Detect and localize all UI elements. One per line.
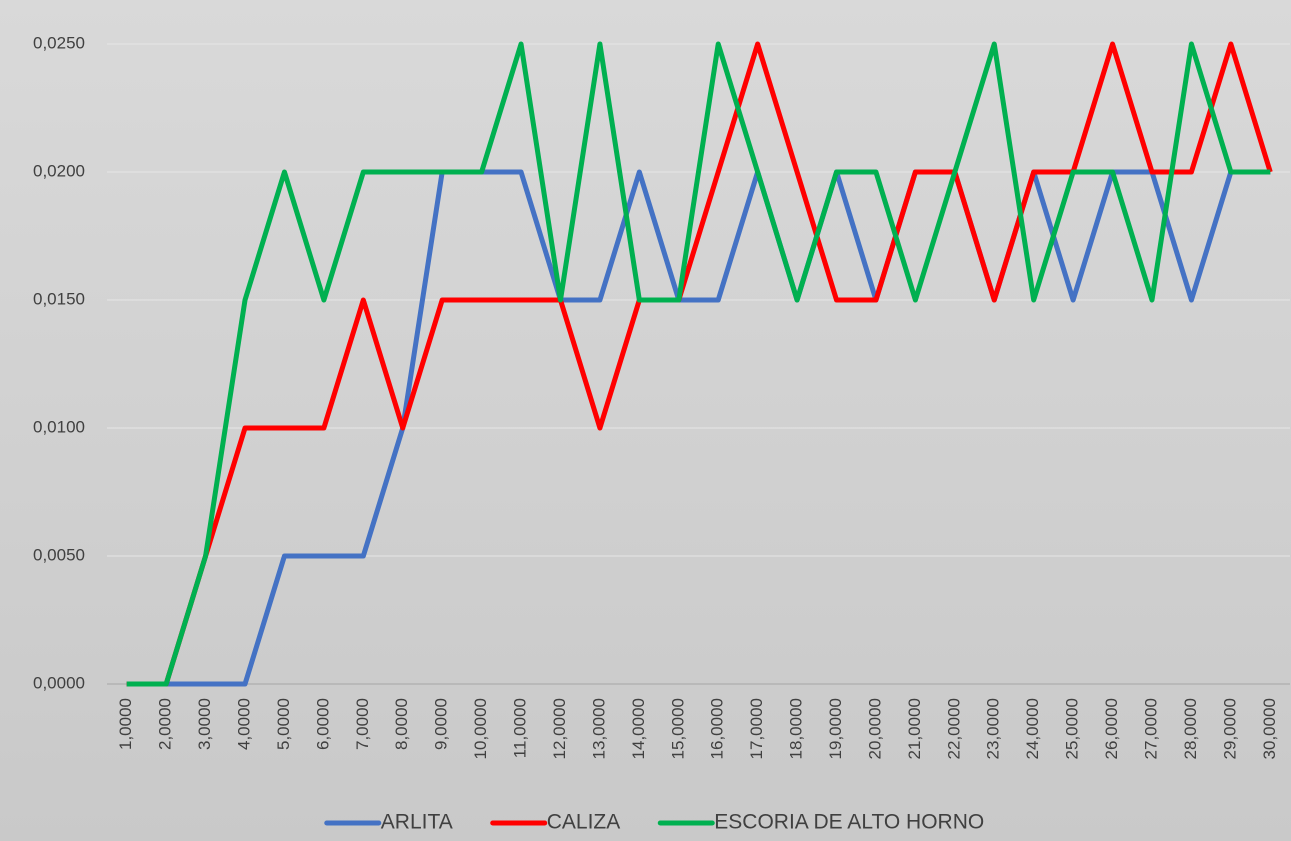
x-tick-label: 9,0000 xyxy=(432,698,451,750)
x-tick-label: 10,0000 xyxy=(471,698,490,759)
x-tick-label: 25,0000 xyxy=(1063,698,1082,759)
x-tick-label: 12,0000 xyxy=(550,698,569,759)
series-line xyxy=(126,41,1273,687)
y-tick-label: 0,0050 xyxy=(33,545,85,564)
x-tick-label: 16,0000 xyxy=(708,698,727,759)
y-tick-label: 0,0200 xyxy=(33,161,85,180)
y-tick-label: 0,0100 xyxy=(33,417,85,436)
x-tick-label: 7,0000 xyxy=(353,698,372,750)
x-tick-label: 18,0000 xyxy=(787,698,806,759)
x-tick-label: 30,0000 xyxy=(1260,698,1279,759)
legend-item: CALIZA xyxy=(490,811,621,834)
x-tick-label: 2,0000 xyxy=(156,698,175,750)
y-tick-label: 0,0250 xyxy=(33,33,85,52)
legend-label: CALIZA xyxy=(547,811,621,834)
x-tick-label: 28,0000 xyxy=(1181,698,1200,759)
legend-label: ESCORIA DE ALTO HORNO xyxy=(714,811,984,834)
series-line xyxy=(126,169,1271,687)
x-tick-label: 8,0000 xyxy=(392,698,411,750)
x-tick-label: 26,0000 xyxy=(1102,698,1121,759)
x-tick-label: 20,0000 xyxy=(865,698,884,759)
x-tick-label: 27,0000 xyxy=(1141,698,1160,759)
x-tick-label: 14,0000 xyxy=(629,698,648,759)
x-tick-label: 23,0000 xyxy=(984,698,1003,759)
x-tick-label: 6,0000 xyxy=(313,698,332,750)
x-tick-label: 13,0000 xyxy=(589,698,608,759)
legend-item: ARLITA xyxy=(324,811,453,834)
legend-label: ARLITA xyxy=(381,811,453,834)
legend: ARLITA CALIZA ESCORIA DE ALTO HORNO xyxy=(324,811,984,834)
x-tick-label: 21,0000 xyxy=(905,698,924,759)
x-tick-label: 15,0000 xyxy=(668,698,687,759)
x-tick-label: 4,0000 xyxy=(235,698,254,750)
x-tick-label: 5,0000 xyxy=(274,698,293,750)
x-tick-label: 1,0000 xyxy=(116,698,135,750)
x-tick-label: 29,0000 xyxy=(1220,698,1239,759)
y-tick-label: 0,0000 xyxy=(33,673,85,692)
x-tick-label: 11,0000 xyxy=(511,698,530,758)
y-tick-label: 0,0150 xyxy=(33,289,85,308)
x-tick-label: 24,0000 xyxy=(1023,698,1042,759)
x-tick-label: 22,0000 xyxy=(944,698,963,759)
x-tick-label: 17,0000 xyxy=(747,698,766,759)
legend-item: ESCORIA DE ALTO HORNO xyxy=(657,811,984,834)
x-tick-label: 3,0000 xyxy=(195,698,214,750)
series-line xyxy=(126,41,1271,687)
x-tick-label: 19,0000 xyxy=(826,698,845,759)
